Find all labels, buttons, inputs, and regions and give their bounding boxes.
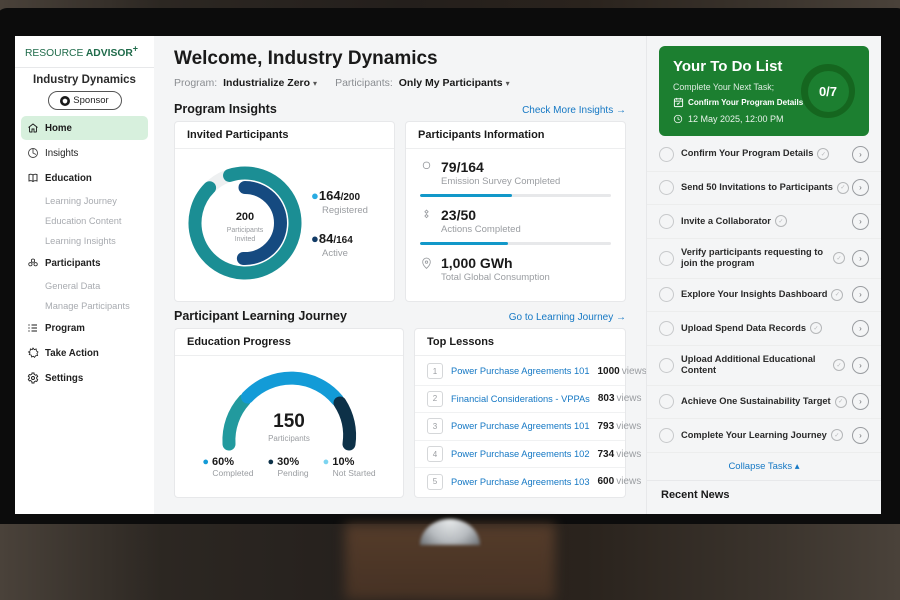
svg-text:Invited: Invited [235,236,256,243]
svg-text:200: 200 [236,211,254,223]
svg-text:Participants: Participants [227,227,264,234]
svg-text:Participants: Participants [268,434,310,443]
svg-text:150: 150 [273,411,305,432]
